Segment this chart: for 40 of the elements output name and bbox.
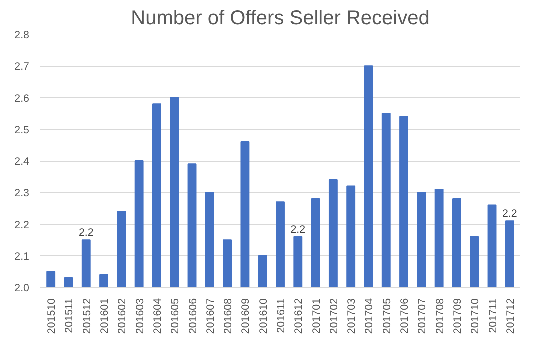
data-label: 2.2 xyxy=(502,208,518,220)
x-tick-label: 201702 xyxy=(328,298,340,334)
x-tick-label: 201711 xyxy=(487,298,500,334)
y-tick-label: 2.0 xyxy=(14,282,30,294)
y-tick-label: 2.5 xyxy=(14,124,30,136)
x-tick-label: 201610 xyxy=(258,298,270,334)
x-tick-label: 201601 xyxy=(99,298,112,334)
x-tick-label: 201603 xyxy=(134,298,146,334)
x-tick-label: 201703 xyxy=(346,298,358,334)
y-tick-label: 2.4 xyxy=(14,156,30,168)
data-label: 2.2 xyxy=(290,224,306,236)
x-tick-label: 201608 xyxy=(222,298,235,334)
x-tick-label: 201605 xyxy=(170,298,182,334)
x-tick-label: 201607 xyxy=(204,298,217,334)
x-tick-label: 201710 xyxy=(470,298,482,334)
x-tick-label: 201709 xyxy=(452,298,464,334)
x-tick-label: 201606 xyxy=(187,298,200,334)
x-tick-label: 201705 xyxy=(381,298,394,334)
y-tick-label: 2.2 xyxy=(14,219,30,232)
x-tick-label: 201510 xyxy=(46,298,58,334)
x-tick-label: 201708 xyxy=(434,298,446,334)
data-label: 2.2 xyxy=(78,227,94,240)
x-tick-label: 201701 xyxy=(310,298,323,334)
y-tick-label: 2.8 xyxy=(14,30,30,42)
x-tick-label: 201704 xyxy=(364,298,376,334)
x-tick-label: 201706 xyxy=(399,298,412,334)
y-tick-label: 2.3 xyxy=(14,188,30,200)
y-tick-label: 2.1 xyxy=(14,250,30,263)
x-tick-label: 201602 xyxy=(116,298,129,334)
y-tick-label: 2.6 xyxy=(14,92,30,105)
x-tick-label: 201611 xyxy=(276,298,288,334)
x-tick-label: 201612 xyxy=(293,298,306,334)
x-tick-label: 201609 xyxy=(240,298,252,334)
y-tick-label: 2.7 xyxy=(14,61,30,74)
chart-title: Number of Offers Seller Received xyxy=(131,8,430,30)
x-tick-label: 201707 xyxy=(416,298,429,334)
x-tick-label: 201604 xyxy=(152,298,164,334)
x-tick-label: 201712 xyxy=(504,298,517,334)
x-tick-label: 201512 xyxy=(81,298,94,334)
x-tick-label: 201511 xyxy=(64,298,76,334)
